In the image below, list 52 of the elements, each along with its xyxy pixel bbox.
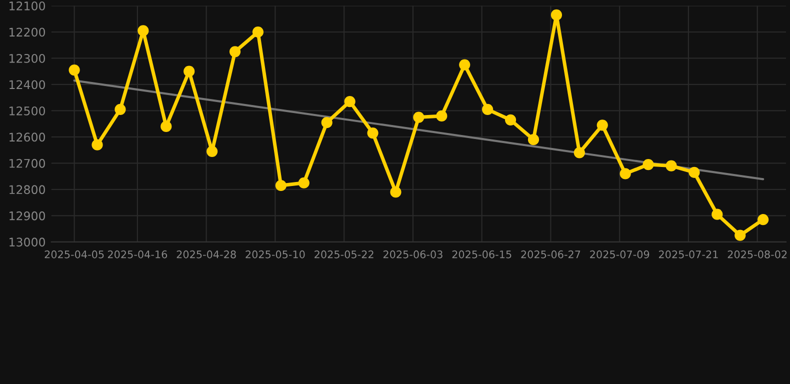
point (138, 25, 149, 36)
point (275, 180, 286, 192)
point (390, 186, 402, 198)
y-tick-label: 12300 (10, 54, 46, 63)
point (688, 166, 700, 178)
point (504, 114, 516, 126)
point (596, 120, 608, 131)
x-tick-label: 2025-08-02 (728, 250, 787, 258)
point (68, 64, 80, 76)
point (206, 146, 218, 157)
x-tick-label: 2025-05-10 (246, 250, 305, 258)
x-tick-label: 2025-04-28 (176, 250, 236, 258)
x-tick-label: 2025-07-09 (590, 250, 650, 258)
point (734, 230, 746, 241)
x-tick-label: 2025-05-22 (314, 250, 374, 258)
point (252, 26, 264, 38)
x-tick-label: 2025-07-21 (658, 250, 718, 258)
point (550, 9, 562, 20)
y-tick-label: 12700 (10, 158, 46, 168)
point (298, 177, 310, 188)
y-tick-label: 12600 (10, 132, 46, 142)
y-tick-label: 12400 (10, 80, 46, 90)
point (321, 116, 332, 128)
point (229, 46, 241, 58)
y-tick-label: 12800 (10, 185, 46, 194)
point (114, 104, 126, 115)
x-tick-label: 2025-06-27 (521, 250, 580, 258)
point (642, 158, 654, 170)
point (367, 127, 378, 139)
point (459, 59, 470, 70)
point (666, 160, 677, 172)
point (620, 168, 631, 180)
y-tick-label: 12200 (10, 28, 46, 37)
y-tick-label: 12100 (10, 1, 46, 10)
y-tick-label: 12900 (10, 211, 46, 220)
x-tick-label: 2025-06-15 (452, 250, 512, 258)
point (436, 110, 448, 122)
y-tick-label: 13000 (10, 238, 46, 247)
point (160, 120, 172, 132)
y-tick-label: 12500 (10, 106, 46, 116)
point (574, 147, 585, 158)
x-tick-label: 2025-04-05 (44, 250, 104, 258)
point (344, 96, 356, 108)
point (758, 214, 769, 226)
x-tick-label: 2025-04-16 (108, 250, 168, 258)
point (92, 139, 103, 150)
point (184, 66, 195, 77)
point (482, 104, 494, 115)
point (712, 208, 723, 220)
point (413, 112, 424, 123)
point (528, 134, 540, 146)
x-tick-label: 2025-06-03 (383, 250, 442, 258)
